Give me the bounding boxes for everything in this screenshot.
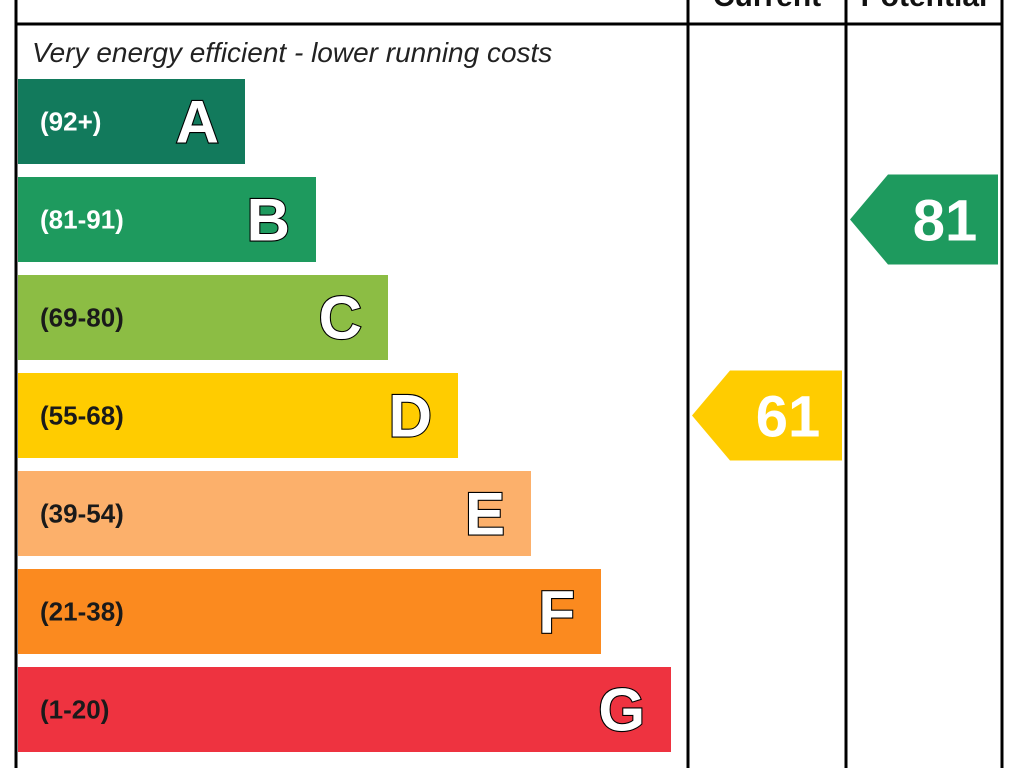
band-a-letter: A bbox=[176, 89, 219, 156]
band-c-bar bbox=[18, 275, 388, 360]
band-f-letter: F bbox=[538, 579, 575, 646]
band-b-bar bbox=[18, 177, 316, 262]
band-a-bar bbox=[18, 79, 245, 164]
band-b: (81-91) B bbox=[18, 177, 316, 262]
band-f: (21-38) F bbox=[18, 569, 601, 654]
band-e-range: (39-54) bbox=[40, 499, 124, 529]
potential-rating-arrow: 81 bbox=[850, 174, 998, 265]
band-g: (1-20) G bbox=[18, 667, 671, 752]
band-f-range: (21-38) bbox=[40, 597, 124, 627]
caption-top: Very energy efficient - lower running co… bbox=[32, 37, 552, 68]
current-rating-value: 61 bbox=[756, 385, 821, 450]
band-a-range: (92+) bbox=[40, 107, 101, 137]
band-a: (92+) A bbox=[18, 79, 245, 164]
rating-arrows: 61 81 bbox=[692, 174, 998, 461]
band-d-bar bbox=[18, 373, 458, 458]
band-g-bar bbox=[18, 667, 671, 752]
current-rating-shape bbox=[692, 370, 842, 461]
potential-column-header: Potential bbox=[861, 0, 988, 13]
band-d-range: (55-68) bbox=[40, 401, 124, 431]
band-e: (39-54) E bbox=[18, 471, 531, 556]
current-rating-arrow: 61 bbox=[692, 370, 842, 461]
current-column-header: Current bbox=[713, 0, 821, 13]
band-e-bar bbox=[18, 471, 531, 556]
frame bbox=[14, 0, 1004, 768]
potential-rating-value: 81 bbox=[913, 189, 978, 254]
band-g-range: (1-20) bbox=[40, 695, 109, 725]
band-g-letter: G bbox=[598, 677, 645, 744]
band-f-bar bbox=[18, 569, 601, 654]
band-b-range: (81-91) bbox=[40, 205, 124, 235]
band-b-letter: B bbox=[247, 187, 290, 254]
bands: (92+) A (81-91) B (69-80) C (55-68) D (39-54) E (2… bbox=[18, 79, 671, 752]
band-d-letter: D bbox=[389, 383, 432, 450]
band-c-letter: C bbox=[319, 285, 362, 352]
band-d: (55-68) D bbox=[18, 373, 458, 458]
band-c-range: (69-80) bbox=[40, 303, 124, 333]
band-c: (69-80) C bbox=[18, 275, 388, 360]
band-e-letter: E bbox=[465, 481, 505, 548]
potential-rating-shape bbox=[850, 174, 998, 265]
